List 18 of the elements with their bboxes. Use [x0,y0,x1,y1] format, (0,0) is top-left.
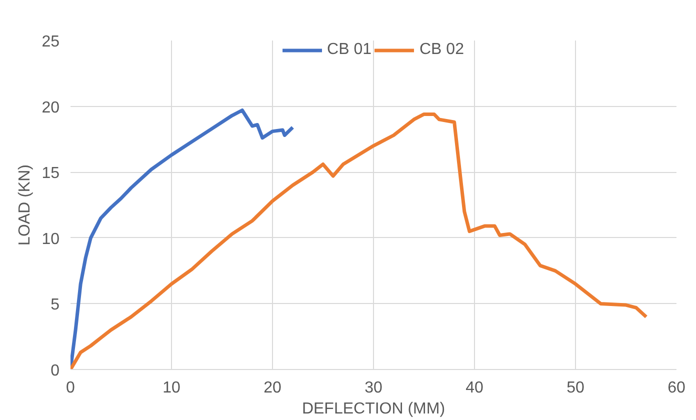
y-tick-label: 20 [42,99,60,116]
x-tick-label: 30 [364,380,382,396]
line-series [70,112,648,370]
y-tick-label: 5 [50,296,60,314]
x-tick-label: 20 [264,380,282,396]
x-tick-label: 50 [566,380,584,396]
y-tick-label: 25 [42,34,60,50]
y-tick-label: 0 [50,362,60,380]
x-axis-title: DEFLECTION (MM) [302,400,446,418]
x-tick-label: 40 [466,380,484,396]
y-tick-label: 10 [42,230,60,248]
y-tick-label: 15 [42,165,60,182]
x-tick-label: 10 [162,380,180,396]
x-tick-label: 60 [668,380,686,396]
legend-label: CB 02 [420,41,464,59]
y-axis-title: LOAD (KN) [16,164,34,246]
legend-label: CB 01 [327,41,372,59]
x-tick-label: 0 [66,380,76,396]
